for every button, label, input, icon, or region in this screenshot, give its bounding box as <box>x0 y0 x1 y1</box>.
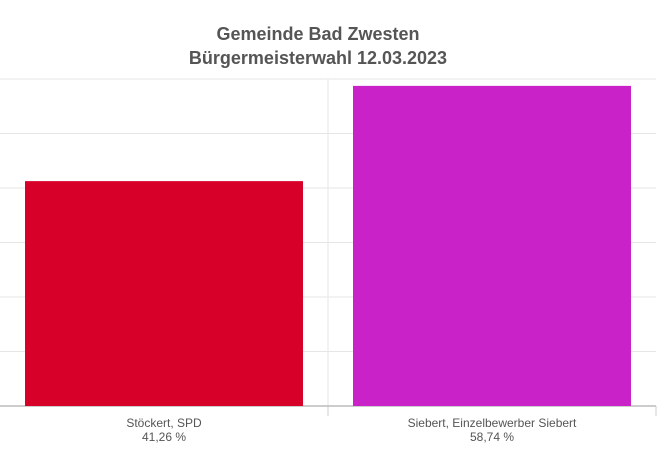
bar-1 <box>25 181 303 406</box>
value-label: 41,26 % <box>142 430 186 444</box>
category-label: Siebert, Einzelbewerber Siebert <box>408 416 577 430</box>
bars <box>25 85 631 406</box>
category-label: Stöckert, SPD <box>126 416 202 430</box>
value-label: 58,74 % <box>470 430 514 444</box>
chart-title-line-2: Bürgermeisterwahl 12.03.2023 <box>189 48 447 68</box>
bar-2 <box>353 85 631 406</box>
chart-title-line-1: Gemeinde Bad Zwesten <box>216 24 419 44</box>
